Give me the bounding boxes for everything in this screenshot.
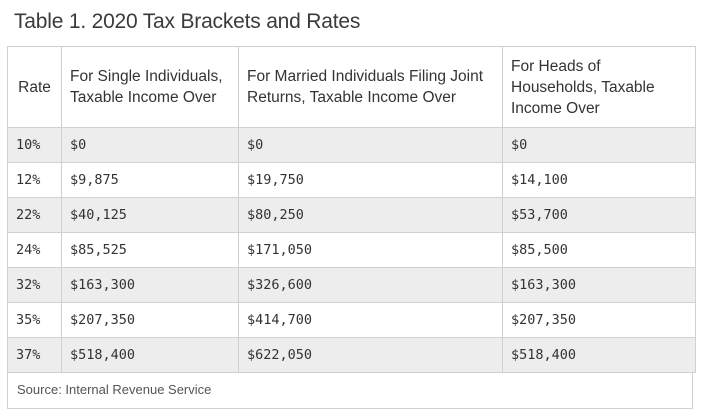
rate-cell: 12% bbox=[7, 162, 62, 198]
rate-cell: 37% bbox=[7, 337, 62, 373]
married-threshold-cell: $80,250 bbox=[238, 197, 503, 233]
head-threshold-cell: $85,500 bbox=[502, 232, 696, 268]
head-threshold-cell: $53,700 bbox=[502, 197, 696, 233]
single-threshold-cell: $207,350 bbox=[61, 302, 239, 338]
rate-cell: 22% bbox=[7, 197, 62, 233]
header-row: Rate For Single Individuals, Taxable Inc… bbox=[7, 46, 696, 128]
head-threshold-cell: $163,300 bbox=[502, 267, 696, 303]
married-threshold-cell: $326,600 bbox=[238, 267, 503, 303]
rate-cell: 10% bbox=[7, 127, 62, 163]
rate-cell: 24% bbox=[7, 232, 62, 268]
single-threshold-cell: $518,400 bbox=[61, 337, 239, 373]
source-note: Source: Internal Revenue Service bbox=[7, 373, 693, 409]
table-row: 12% $9,875 $19,750 $14,100 bbox=[7, 162, 696, 198]
table-row: 10% $0 $0 $0 bbox=[7, 127, 696, 163]
table-title: Table 1. 2020 Tax Brackets and Rates bbox=[14, 10, 361, 33]
single-threshold-cell: $9,875 bbox=[61, 162, 239, 198]
table-row: 37% $518,400 $622,050 $518,400 bbox=[7, 337, 696, 373]
single-threshold-cell: $40,125 bbox=[61, 197, 239, 233]
married-threshold-cell: $0 bbox=[238, 127, 503, 163]
column-header-head-of-household: For Heads of Households, Taxable Income … bbox=[502, 46, 696, 128]
column-header-married-joint: For Married Individuals Filing Joint Ret… bbox=[238, 46, 503, 128]
head-threshold-cell: $207,350 bbox=[502, 302, 696, 338]
single-threshold-cell: $0 bbox=[61, 127, 239, 163]
head-threshold-cell: $14,100 bbox=[502, 162, 696, 198]
table-row: 24% $85,525 $171,050 $85,500 bbox=[7, 232, 696, 268]
married-threshold-cell: $19,750 bbox=[238, 162, 503, 198]
rate-cell: 32% bbox=[7, 267, 62, 303]
head-threshold-cell: $518,400 bbox=[502, 337, 696, 373]
married-threshold-cell: $414,700 bbox=[238, 302, 503, 338]
rate-cell: 35% bbox=[7, 302, 62, 338]
table-row: 22% $40,125 $80,250 $53,700 bbox=[7, 197, 696, 233]
single-threshold-cell: $163,300 bbox=[61, 267, 239, 303]
tax-brackets-table: Rate For Single Individuals, Taxable Inc… bbox=[7, 46, 696, 373]
single-threshold-cell: $85,525 bbox=[61, 232, 239, 268]
married-threshold-cell: $171,050 bbox=[238, 232, 503, 268]
column-header-rate: Rate bbox=[7, 46, 62, 128]
table-row: 32% $163,300 $326,600 $163,300 bbox=[7, 267, 696, 303]
married-threshold-cell: $622,050 bbox=[238, 337, 503, 373]
column-header-single: For Single Individuals, Taxable Income O… bbox=[61, 46, 239, 128]
table-row: 35% $207,350 $414,700 $207,350 bbox=[7, 302, 696, 338]
head-threshold-cell: $0 bbox=[502, 127, 696, 163]
